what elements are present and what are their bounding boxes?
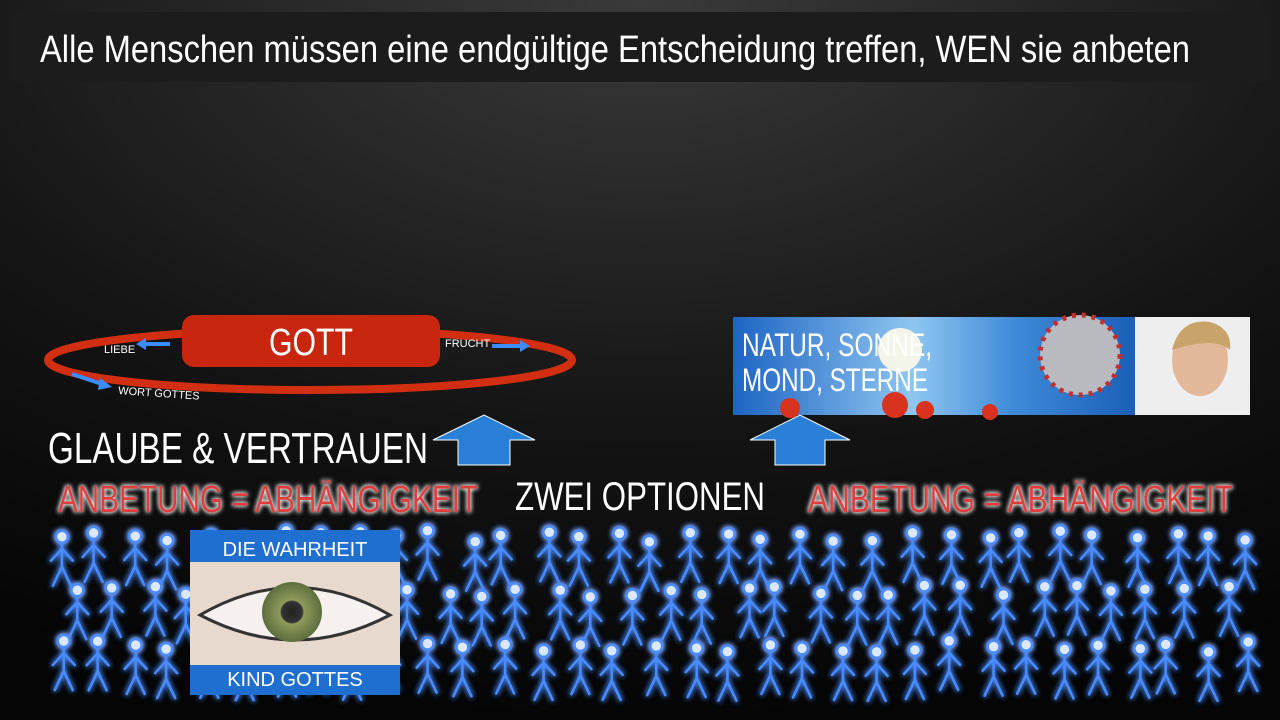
- cycle-label: FRUCHT: [445, 338, 490, 350]
- portrait-hair: [1172, 321, 1231, 350]
- iris: [262, 582, 322, 642]
- cycle-arrow-head: [520, 340, 530, 352]
- nature-text: NATUR, SONNE,: [742, 327, 932, 363]
- god-label: GOTT: [269, 322, 353, 364]
- cycle-label: LIEBE: [104, 344, 135, 356]
- cycle-arrow: [71, 372, 103, 386]
- cycle-label: WORT GOTTES: [118, 385, 200, 403]
- options-label: ZWEI OPTIONEN: [515, 475, 765, 519]
- god-box: [182, 315, 440, 367]
- truth-top: DIE WAHRHEIT: [223, 539, 368, 561]
- faith-label: GLAUBE & VERTRAUEN: [48, 424, 428, 473]
- nature-text: MOND, STERNE: [742, 362, 928, 398]
- cycle-arrow-head: [136, 338, 146, 350]
- up-arrow: [749, 414, 851, 466]
- worship-label: ANBETUNG = ABHÄNGIGKEIT: [808, 479, 1233, 521]
- poppies: [780, 392, 998, 420]
- sun: [878, 328, 922, 372]
- worship-label: ANBETUNG = ABHÄNGIGKEIT: [58, 479, 478, 521]
- up-arrow: [432, 414, 536, 466]
- title: Alle Menschen müssen eine endgültige Ent…: [40, 29, 1190, 71]
- truth-image: DIE WAHRHEIT KIND GOTTES: [190, 530, 400, 695]
- cycle-arrow-head: [98, 378, 112, 390]
- truth-bottom: KIND GOTTES: [227, 669, 363, 691]
- virus: [1037, 312, 1123, 398]
- title-bar: [12, 12, 1268, 82]
